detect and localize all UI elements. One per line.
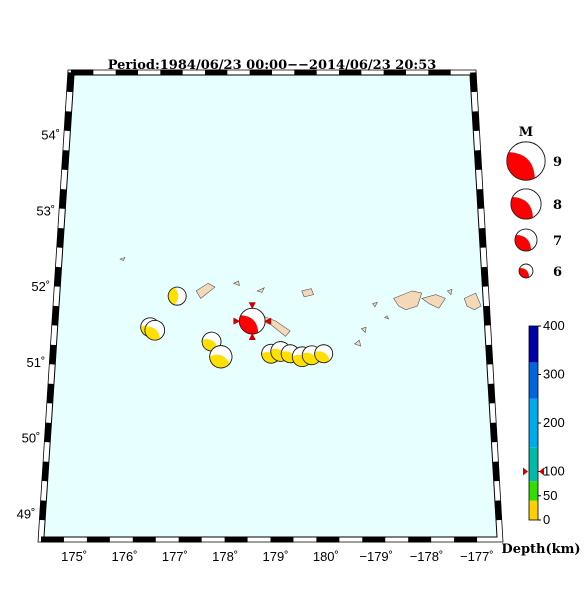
island-shape <box>384 315 390 320</box>
longitude-label: −177˚ <box>460 549 494 564</box>
event-beachball <box>144 319 166 341</box>
island-shape <box>301 288 315 298</box>
magnitude-legend-label: 8 <box>553 198 562 213</box>
mainshock-marker <box>248 302 256 310</box>
event-beachball <box>209 345 233 369</box>
depth-color-band <box>529 398 538 448</box>
island-shape <box>353 339 362 347</box>
island-shape <box>446 288 453 296</box>
latitude-label: 51˚ <box>27 355 46 370</box>
period-title: Period:1984/06/23 00:00−−2014/06/23 20:5… <box>108 58 437 73</box>
island-shape <box>393 290 423 311</box>
longitude-label: −178˚ <box>410 549 444 564</box>
magnitude-legend-beachball <box>506 141 546 181</box>
magnitude-legend-beachball <box>514 228 538 252</box>
depth-tick-label: 0 <box>543 512 550 527</box>
magnitude-legend-beachball <box>518 263 534 279</box>
map-border <box>37 69 504 543</box>
island-shape <box>195 282 216 299</box>
event-beachball <box>314 344 334 364</box>
island-shape <box>372 301 378 308</box>
longitude-label: 177˚ <box>162 549 188 564</box>
magnitude-legend-title: M <box>519 125 533 140</box>
longitude-label: 176˚ <box>112 549 138 564</box>
depth-colorbar: Depth(km) 0 50 100 200 300 400 <box>501 318 580 557</box>
magnitude-legend-beachball <box>510 188 542 220</box>
island-shape <box>233 280 240 287</box>
longitude-label: 179˚ <box>263 549 289 564</box>
island-shape <box>463 292 482 311</box>
magnitude-legend-label: 6 <box>553 265 562 280</box>
latitude-labels: 54˚ 53˚ 52˚ 51˚ 50˚ 49˚ <box>17 128 60 522</box>
island-shape <box>119 257 126 262</box>
depth-marker-left <box>523 467 528 476</box>
longitude-label: 178˚ <box>212 549 238 564</box>
longitude-label: 175˚ <box>61 549 87 564</box>
map-panel: 54˚53˚52˚51˚50˚49˚ 175˚ 176˚ 177˚ 178˚ 179˚ 1… <box>17 69 504 564</box>
magnitude-legend-label: 7 <box>553 234 562 249</box>
depth-color-band <box>529 362 538 399</box>
focal-mechanisms <box>140 286 334 369</box>
latitude-label: 49˚ <box>17 506 36 521</box>
ocean-area <box>44 75 497 537</box>
longitude-labels: 175˚ 176˚ 177˚ 178˚ 179˚ 180˚ −179˚ −178˚ −177˚ <box>61 549 493 564</box>
mainshock-beachball <box>238 307 266 335</box>
depth-tick-label: 200 <box>543 415 565 430</box>
latitude-label: 53˚ <box>36 203 55 218</box>
depth-color-band <box>529 481 538 501</box>
depth-color-band <box>529 326 538 363</box>
depth-scale-title: Depth(km) <box>501 542 580 557</box>
longitude-label: −179˚ <box>359 549 393 564</box>
depth-tick-label: 300 <box>543 367 565 382</box>
island-shape <box>360 326 367 334</box>
latitude-label: 50˚ <box>22 431 41 446</box>
depth-marker-right <box>539 467 544 476</box>
depth-color-band <box>529 447 538 482</box>
mainshock-marker <box>248 333 256 341</box>
depth-tick-label: 50 <box>543 488 557 503</box>
magnitude-legend-label: 9 <box>553 155 562 170</box>
magnitude-legend: M 9 8 7 6 <box>506 125 562 280</box>
latitude-label: 52˚ <box>31 279 50 294</box>
event-beachball <box>167 286 187 306</box>
island-shape <box>256 287 265 293</box>
island-shape <box>421 294 446 309</box>
depth-tick-label: 400 <box>543 318 565 333</box>
longitude-label: 180˚ <box>313 549 339 564</box>
depth-tick-label: 100 <box>543 464 565 479</box>
mainshock-marker <box>264 317 272 325</box>
latitude-label: 54˚ <box>41 128 60 143</box>
depth-color-band <box>529 500 538 520</box>
mainshock-marker <box>233 317 241 325</box>
